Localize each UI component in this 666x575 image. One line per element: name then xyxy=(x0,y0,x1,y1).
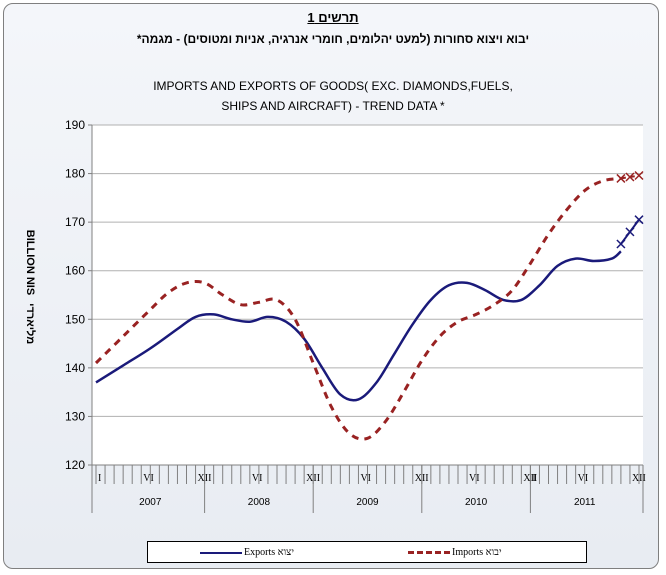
year-label-2009: 2009 xyxy=(356,497,379,508)
chart-title-line-1: IMPORTS AND EXPORTS OF GOODS( EXC. DIAMO… xyxy=(153,79,513,93)
x-tick-label: XII xyxy=(306,473,320,484)
x-tick-label: VI xyxy=(469,473,480,484)
chart-title-line-2: SHIPS AND AIRCRAFT) - TREND DATA * xyxy=(221,99,445,113)
x-tick-label: VI xyxy=(252,473,263,484)
hebrew-chart-title: תרשים 1 xyxy=(307,10,359,25)
legend-swatch-imports xyxy=(408,551,450,555)
x-tick-label: XII xyxy=(632,473,646,484)
legend-swatch-exports xyxy=(200,551,242,554)
x-tick-label: I xyxy=(98,473,101,484)
series-line-exports xyxy=(95,250,622,402)
gridlines xyxy=(92,124,643,417)
y-tick-label-140: 140 xyxy=(65,361,85,375)
x-tick-label: VI xyxy=(360,473,371,484)
year-label-2010: 2010 xyxy=(465,497,488,508)
x-tick-label: VI xyxy=(143,473,154,484)
y-tick-label-190: 190 xyxy=(65,118,85,132)
data-point-marker-exports xyxy=(625,227,635,237)
legend-label-imports: Imports יבוא xyxy=(452,547,502,558)
data-point-marker-imports xyxy=(616,173,626,183)
marker-stroke xyxy=(625,227,635,237)
legend: Exports יצוא Imports יבוא xyxy=(147,541,587,563)
data-point-marker-imports xyxy=(625,172,635,182)
year-label-2008: 2008 xyxy=(248,497,271,508)
x-tick-label: XII xyxy=(198,473,212,484)
y-tick-label-180: 180 xyxy=(65,167,85,181)
data-point-marker-exports xyxy=(634,215,644,225)
y-tick-label-120: 120 xyxy=(65,458,85,472)
marker-stroke xyxy=(634,215,644,225)
year-label-2011: 2011 xyxy=(574,497,596,508)
chart-title: IMPORTS AND EXPORTS OF GOODS( EXC. DIAMO… xyxy=(0,76,666,116)
legend-item-imports: Imports יבוא xyxy=(408,546,502,560)
data-point-marker-imports xyxy=(634,170,644,181)
hebrew-chart-subtitle: יבוא ויצוא סחורות (למעט יהלומים, חומרי א… xyxy=(136,32,530,46)
marker-stroke xyxy=(616,239,626,249)
data-point-marker-exports xyxy=(616,239,626,249)
y-tick-label-170: 170 xyxy=(65,215,85,229)
y-tick-label-160: 160 xyxy=(65,264,85,278)
series-line-imports xyxy=(94,176,622,441)
y-axis-ticks: 120 130 140 150 160 170 180 190 xyxy=(65,118,92,472)
plot-area xyxy=(92,125,643,465)
x-tick-label: I xyxy=(532,473,535,484)
marker-stroke xyxy=(616,173,626,183)
x-tick-label: XII xyxy=(415,473,429,484)
legend-label-exports: Exports יצוא xyxy=(244,547,295,558)
y-tick-label-150: 150 xyxy=(65,312,85,326)
series-lines xyxy=(94,170,644,441)
year-label-2007: 2007 xyxy=(139,497,162,508)
marker-stroke xyxy=(625,172,635,182)
marker-stroke xyxy=(634,170,644,181)
y-tick-label-130: 130 xyxy=(65,409,85,423)
x-tick-label: VI xyxy=(578,473,589,484)
x-tick-label: XII xyxy=(523,473,537,484)
legend-item-exports: Exports יצוא xyxy=(200,546,294,560)
